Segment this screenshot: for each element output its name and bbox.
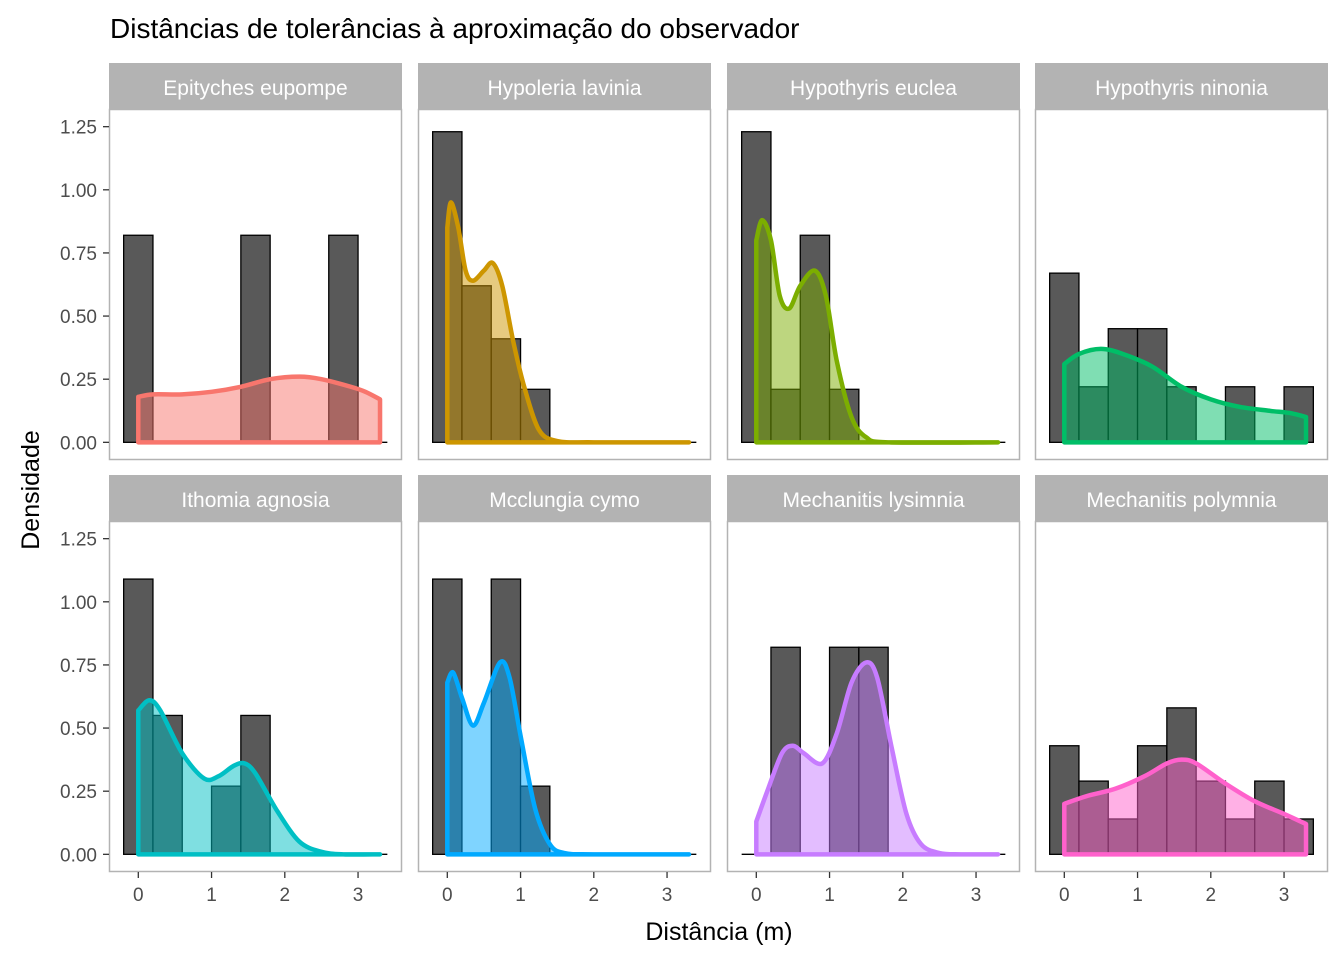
density-curve [445,200,692,445]
panel-strip-label: Ithomia agnosia [181,489,330,512]
y-tick-label: 0.25 [60,370,97,391]
density-curve [136,374,383,445]
panel-strip [418,475,711,521]
density-curve [1062,757,1309,857]
panel-strip-label: Hypothyris euclea [790,77,957,100]
panel-strip-label: Hypothyris ninonia [1095,77,1268,100]
y-tick-label: 0.25 [60,782,97,803]
x-tick-label: 0 [133,885,144,906]
y-tick-label: 1.00 [60,593,97,614]
density-curve [445,659,692,857]
x-tick-label: 0 [751,885,762,906]
panel: Epityches eupompe 0.00 0.25 0.50 0.75 1.00 1.2… [60,63,403,461]
x-tick-label: 0 [1059,885,1070,906]
x-tick-label: 2 [898,885,909,906]
panel: Mechanitis lysimnia 0 1 2 3 [726,475,1021,906]
panel: Mechanitis polymnia 0 1 2 3 [1034,475,1329,906]
y-tick-label: 1.25 [60,118,97,139]
panel-strip [1035,475,1328,521]
y-tick-label: 1.00 [60,181,97,202]
x-tick-label: 1 [515,885,526,906]
panel-strip-label: Mechanitis lysimnia [782,489,964,512]
density-curve [1062,346,1309,445]
panel-strip-label: Mcclungia cymo [489,489,640,512]
panel: Hypothyris ninonia [1034,63,1329,461]
y-tick-label: 0.75 [60,244,97,265]
panel: Hypoleria lavinia [417,63,712,461]
density-curve [754,217,1001,445]
y-tick-label: 0.75 [60,656,97,677]
y-axis-title: Densidade [17,430,45,550]
y-tick-label: 0.50 [60,307,97,328]
panel-strip [109,475,402,521]
x-tick-label: 1 [824,885,835,906]
x-tick-label: 3 [662,885,673,906]
chart-title: Distâncias de tolerâncias à aproximação … [110,13,800,44]
x-tick-label: 2 [1206,885,1217,906]
panel: Ithomia agnosia 0.00 0.25 0.50 0.75 1.00 1.25 0… [60,475,403,906]
density-curve [136,698,383,857]
panel: Mcclungia cymo 0 1 2 3 [417,475,712,906]
panel-strip-label: Epityches eupompe [163,77,347,100]
x-tick-label: 3 [1279,885,1290,906]
x-tick-label: 2 [589,885,600,906]
y-tick-label: 0.00 [60,433,97,454]
panel-strip [727,475,1020,521]
x-tick-label: 1 [206,885,217,906]
x-tick-label: 0 [442,885,453,906]
panel: Hypothyris euclea [726,63,1021,461]
y-tick-label: 1.25 [60,530,97,551]
x-tick-label: 3 [971,885,982,906]
panel-strip [727,63,1020,109]
y-tick-label: 0.00 [60,845,97,866]
panel-strip [109,63,402,109]
x-tick-label: 3 [353,885,364,906]
panel-strip [418,63,711,109]
panel-strip [1035,63,1328,109]
x-tick-label: 1 [1132,885,1143,906]
density-curve [754,660,1001,857]
panel-strip-label: Hypoleria lavinia [487,77,641,100]
y-tick-label: 0.50 [60,719,97,740]
panel-strip-label: Mechanitis polymnia [1086,489,1277,512]
x-axis-title: Distância (m) [645,918,792,946]
x-tick-label: 2 [280,885,291,906]
